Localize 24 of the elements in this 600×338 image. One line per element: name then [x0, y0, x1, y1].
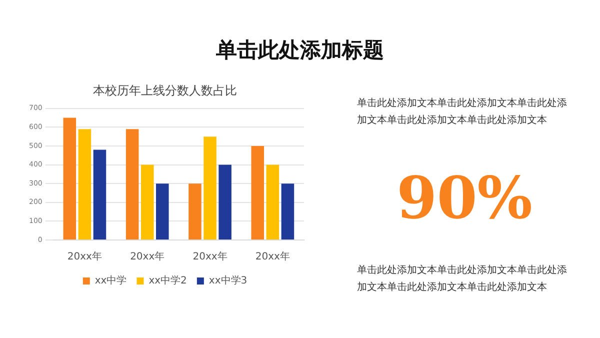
text: 单击此处添加文本单击此处添加文本单击此处添加文本单击此处添加文本单击此处添加文本: [357, 96, 568, 128]
text: 单击此处添加文本单击此处添加文本单击此处添加文本单击此处添加文本单击此处添加文本: [357, 264, 568, 295]
chart-title: 本校历年上线分数人数占比: [93, 83, 237, 98]
bar: [156, 184, 169, 240]
text: 单击此处添加标题: [215, 36, 385, 64]
x-tick-label: 20xx年: [255, 250, 290, 263]
legend-label: xx中学: [94, 274, 127, 287]
bar: [281, 184, 294, 240]
bar: [188, 184, 202, 240]
bar: [204, 136, 216, 240]
bar: [140, 164, 154, 240]
x-tick-label: 20xx年: [67, 250, 102, 263]
bar: [251, 146, 264, 240]
bar: [93, 150, 106, 240]
bar: [266, 164, 280, 240]
bar: [126, 129, 139, 240]
bar: [218, 164, 232, 240]
x-tick-label: 20xx年: [192, 250, 228, 263]
text: 90%: [396, 163, 534, 234]
legend-label: xx中学2: [148, 274, 187, 287]
bar: [63, 118, 76, 240]
legend-label: xx中学3: [208, 274, 248, 287]
bar: [78, 129, 92, 240]
x-tick-label: 20xx年: [130, 250, 165, 263]
